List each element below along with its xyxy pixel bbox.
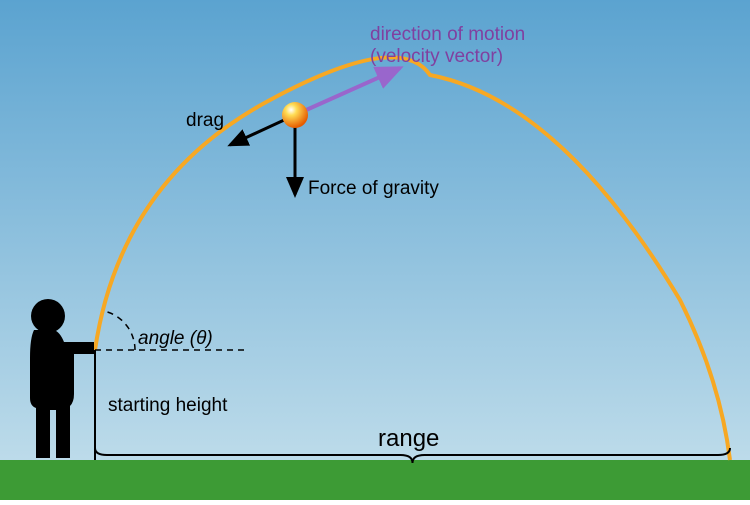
starting-height-label: starting height [108,395,227,417]
velocity-label-line1: direction of motion [370,24,525,46]
gravity-label: Force of gravity [308,178,439,200]
ground [0,460,750,500]
drag-label: drag [186,110,224,132]
angle-label: angle (θ) [138,328,213,350]
projectile-ball [282,102,308,128]
velocity-label: direction of motion (velocity vector) [370,24,525,68]
diagram-canvas: direction of motion (velocity vector) dr… [0,0,750,500]
diagram-svg [0,0,750,500]
range-label: range [378,425,439,453]
velocity-label-line2: (velocity vector) [370,46,525,68]
sky-background [0,0,750,500]
